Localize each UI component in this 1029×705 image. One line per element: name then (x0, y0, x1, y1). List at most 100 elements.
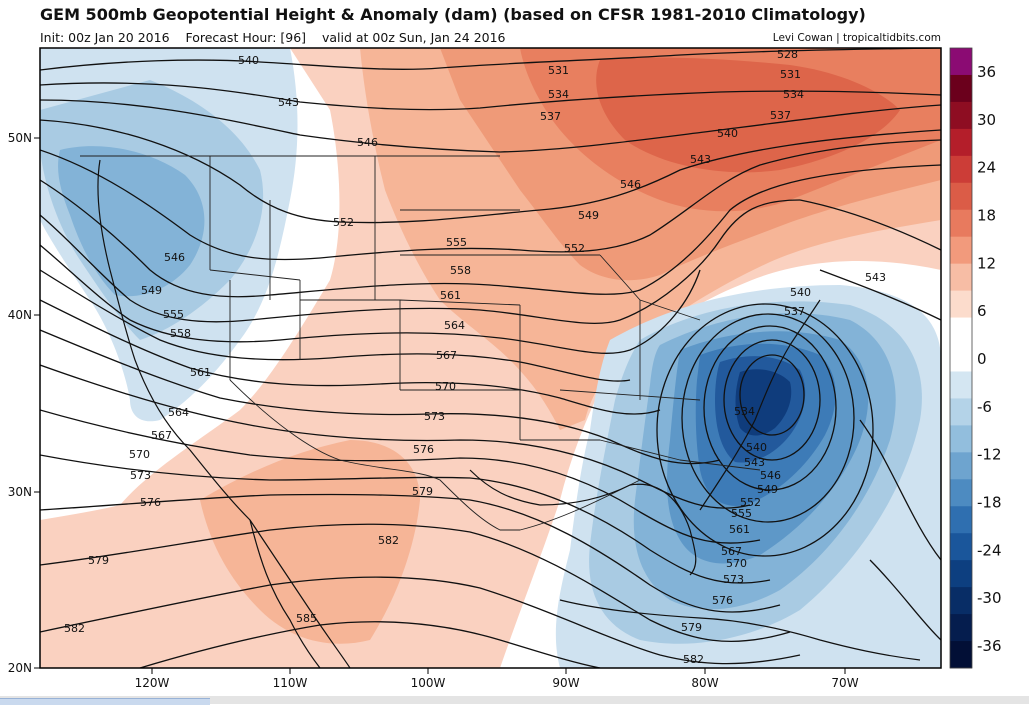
x-tick-label: 90W (552, 676, 579, 690)
valid-time: valid at 00z Sun, Jan 24 2016 (321, 30, 506, 45)
map-title: GEM 500mb Geopotential Height & Anomaly … (40, 5, 866, 24)
colorbar-segment (950, 74, 972, 103)
contour-label: 570 (129, 448, 150, 461)
contour-label: 576 (413, 443, 434, 456)
x-tick-label: 110W (273, 676, 308, 690)
contour-label: 561 (190, 366, 211, 379)
contour-label: 549 (141, 284, 162, 297)
plot-frame (39, 47, 942, 669)
colorbar-segment (950, 398, 972, 426)
x-tick-label: 80W (691, 676, 718, 690)
axis-ticks (34, 137, 846, 674)
contour-label: 537 (784, 305, 805, 318)
y-tick-label: 30N (8, 485, 32, 499)
colorbar-segment (950, 587, 972, 615)
colorbar-label: 6 (977, 302, 987, 320)
contour-label: 546 (357, 136, 378, 149)
colorbar-segment (950, 371, 972, 399)
contour-label: 585 (296, 612, 317, 625)
bottom-scrollbar-track[interactable] (0, 696, 1029, 704)
anomaly-negative-nw-18 (58, 146, 205, 297)
contour-label: 573 (130, 469, 151, 482)
contour-label: 537 (540, 110, 561, 123)
colorbar-segment (950, 506, 972, 534)
anomaly-negative-se-core (735, 369, 792, 436)
contour-label: 555 (446, 236, 467, 249)
anomaly-colorbar (949, 47, 973, 669)
contour-label: 546 (620, 178, 641, 191)
contour-label: 573 (424, 410, 445, 423)
coastlines (97, 159, 921, 668)
x-tick-label: 70W (831, 676, 858, 690)
bottom-tab[interactable] (0, 698, 210, 705)
colorbar-segment (950, 182, 972, 211)
contour-label: 579 (88, 554, 109, 567)
contour-label: 528 (777, 48, 798, 61)
colorbar-label: 18 (977, 207, 996, 225)
colorbar-segment (950, 560, 972, 588)
contour-label: 558 (170, 327, 191, 340)
contour-label: 552 (740, 496, 761, 509)
contour-label: 558 (450, 264, 471, 277)
colorbar-segment (950, 344, 972, 372)
colorbar-label: -36 (977, 637, 1002, 655)
credit-text: Levi Cowan | tropicaltidbits.com (772, 32, 941, 44)
colorbar-segment (950, 317, 972, 345)
colorbar-segment (950, 155, 972, 184)
contour-label: 543 (278, 96, 299, 109)
contour-label: 543 (865, 271, 886, 284)
x-axis-labels: 120W 110W 100W 90W 80W 70W (135, 676, 859, 690)
colorbar-segment (950, 452, 972, 480)
contour-label: 537 (770, 109, 791, 122)
contour-labels: 540 543 546 552 555 558 561 564 567 570 … (64, 48, 886, 666)
colorbar-label: -12 (977, 446, 1002, 464)
anomaly-positive-30 (596, 57, 900, 173)
contour-label: 552 (333, 216, 354, 229)
anomaly-positive-sw-12 (200, 440, 420, 644)
colorbar-label: -6 (977, 398, 992, 416)
contour-label: 567 (436, 349, 457, 362)
anomaly-shading: 540 543 546 552 555 558 561 564 567 570 … (40, 48, 941, 668)
contour-label: 540 (717, 127, 738, 140)
contour-label: 567 (151, 429, 172, 442)
colorbar-segment (950, 101, 972, 130)
colorbar-label: -24 (977, 541, 1002, 559)
contour-label: 534 (783, 88, 804, 101)
contour-label: 543 (690, 153, 711, 166)
contour-label: 555 (163, 308, 184, 321)
colorbar-segment (950, 425, 972, 453)
contour-label: 549 (578, 209, 599, 222)
contour-label: 540 (238, 54, 259, 67)
contour-label: 570 (435, 380, 456, 393)
contour-label: 573 (723, 573, 744, 586)
colorbar-segment (950, 614, 972, 642)
contour-label: 582 (683, 653, 704, 666)
colorbar-label: 12 (977, 254, 996, 272)
colorbar-segment (950, 236, 972, 265)
contour-label: 579 (681, 621, 702, 634)
colorbar-segment (950, 48, 972, 76)
colorbar-label: 36 (977, 63, 996, 81)
y-tick-label: 50N (8, 131, 32, 145)
contour-label: 552 (564, 242, 585, 255)
colorbar-segment (950, 209, 972, 238)
contour-label: 546 (164, 251, 185, 264)
map-subtitle: Init: 00z Jan 20 2016 Forecast Hour: [96… (40, 30, 506, 45)
contour-label: 555 (731, 507, 752, 520)
contour-label: 534 (734, 405, 755, 418)
colorbar-label: -18 (977, 494, 1002, 512)
contour-label: 579 (412, 485, 433, 498)
colorbar-labels: 36 30 24 18 12 6 0 -6 -12 -18 -24 -30 -36 (977, 63, 1002, 655)
contour-label: 561 (440, 289, 461, 302)
political-borders (80, 155, 761, 531)
colorbar-segment (950, 641, 972, 669)
colorbar-label: -30 (977, 589, 1002, 607)
contour-label: 561 (729, 523, 750, 536)
contour-label: 582 (64, 622, 85, 635)
colorbar-segment (950, 479, 972, 507)
colorbar-frame (949, 47, 973, 669)
forecast-hour: Forecast Hour: [96] (185, 30, 307, 45)
contour-label: 531 (780, 68, 801, 81)
contour-label: 564 (168, 406, 189, 419)
colorbar-label: 30 (977, 111, 996, 129)
